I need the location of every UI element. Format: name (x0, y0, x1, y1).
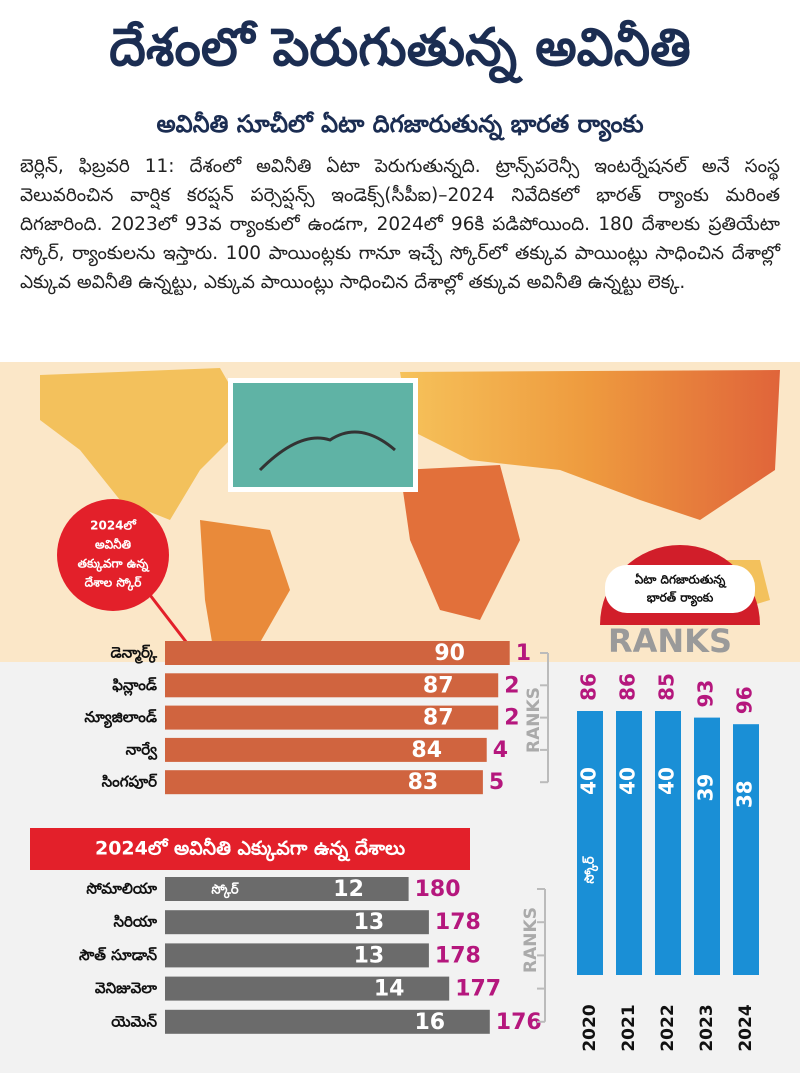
score-label: 12 (333, 877, 364, 902)
section-title: భారత్ ర్యాంకు (647, 591, 713, 607)
score-label: 16 (414, 1010, 445, 1035)
rank-label: 177 (455, 977, 501, 1002)
map-land (400, 370, 780, 520)
country-label: ఫిన్లాండ్ (112, 676, 157, 696)
score-label: 87 (423, 706, 454, 731)
rank-label: 2 (504, 706, 519, 731)
rank-label: 93 (694, 680, 718, 708)
year-label: 2024 (736, 1004, 756, 1051)
map-land (200, 520, 290, 660)
score-name: స్కోర్ (211, 882, 238, 899)
annotation-text: దేశాల స్కోర్ (85, 576, 143, 592)
annotation-bubble (57, 499, 169, 611)
bar (655, 711, 681, 975)
country-label: సింగపూర్ (102, 773, 159, 791)
country-label: సిరియా (113, 913, 157, 931)
country-label: సోమాలియా (86, 880, 157, 898)
year-label: 2023 (697, 1004, 717, 1051)
score-label: 84 (411, 738, 442, 763)
score-label: 39 (694, 774, 718, 802)
bar (694, 717, 720, 975)
rank-label: 1 (516, 641, 531, 666)
score-label: 13 (354, 910, 385, 935)
section-title: 2024లో అవినీతి ఎక్కువగా ఉన్న దేశాలు (95, 838, 405, 862)
rank-label: 96 (733, 686, 757, 714)
country-label: న్యూజిలాండ్ (84, 708, 157, 729)
bar (165, 1009, 490, 1034)
bar (165, 737, 487, 762)
bar (577, 711, 603, 975)
bar (733, 724, 759, 975)
bar (165, 673, 499, 698)
country-label: సౌత్ సూడాన్ (79, 946, 157, 964)
map-land (400, 465, 520, 620)
bar (165, 705, 499, 730)
article-text: బెర్లిన్, ఫిబ్రవరి 11: దేశంలో అవినీతి ఏట… (20, 156, 780, 293)
bar (165, 770, 483, 795)
bar (165, 910, 429, 935)
country-label: నార్వే (126, 740, 158, 760)
ranks-axis-label: RANKS (521, 907, 541, 973)
rank-label: 180 (415, 877, 461, 902)
ranks-axis-label: RANKS (608, 622, 732, 660)
score-label: 14 (374, 977, 405, 1002)
rank-label: 85 (655, 673, 679, 701)
section-banner (30, 828, 470, 870)
score-label: 40 (655, 767, 679, 795)
annotation-text: అవినీతి (95, 538, 132, 552)
score-name: స్కోర్ (582, 856, 599, 883)
country-label: యెమెన్ (111, 1012, 157, 1030)
annotation-text: 2024లో (90, 519, 137, 533)
rank-label: 176 (496, 1010, 542, 1035)
photo (233, 383, 413, 487)
score-label: 40 (616, 767, 640, 795)
rank-label: 2 (504, 673, 519, 698)
rank-label: 178 (435, 910, 481, 935)
country-label: డెన్మార్క్ (111, 644, 158, 665)
score-label: 87 (423, 673, 454, 698)
year-label: 2022 (658, 1004, 678, 1051)
bar (165, 943, 429, 968)
bar (165, 641, 510, 665)
annotation-text: తక్కువగా ఉన్న (78, 557, 151, 573)
rank-label: 86 (616, 673, 640, 701)
country-label: వెనిజువెలా (95, 979, 157, 997)
bar (165, 976, 450, 1001)
title: దేశంలో పెరుగుతున్న అవినీతి (109, 18, 691, 78)
section-title: ఏటా దిగజారుతున్న (635, 573, 727, 589)
ranks-axis-label: RANKS (524, 687, 544, 753)
rank-label: 178 (435, 943, 481, 968)
subtitle: అవినీతి సూచీలో ఏటా దిగజారుతున్న భారత ర్య… (156, 110, 644, 138)
score-label: 13 (354, 943, 385, 968)
rank-label: 4 (493, 738, 508, 763)
score-label: 90 (434, 641, 465, 666)
score-label: 83 (408, 770, 439, 795)
photo-sketch (258, 430, 396, 472)
rank-label: 5 (489, 770, 504, 795)
bar (165, 877, 409, 901)
year-label: 2020 (580, 1004, 600, 1051)
rank-dome-label-bg (605, 565, 755, 613)
score-label: 38 (733, 780, 757, 808)
rank-label: 86 (577, 673, 601, 701)
bar (616, 711, 642, 975)
year-label: 2021 (619, 1004, 639, 1051)
score-label: 40 (577, 767, 601, 795)
map-land (40, 368, 250, 520)
